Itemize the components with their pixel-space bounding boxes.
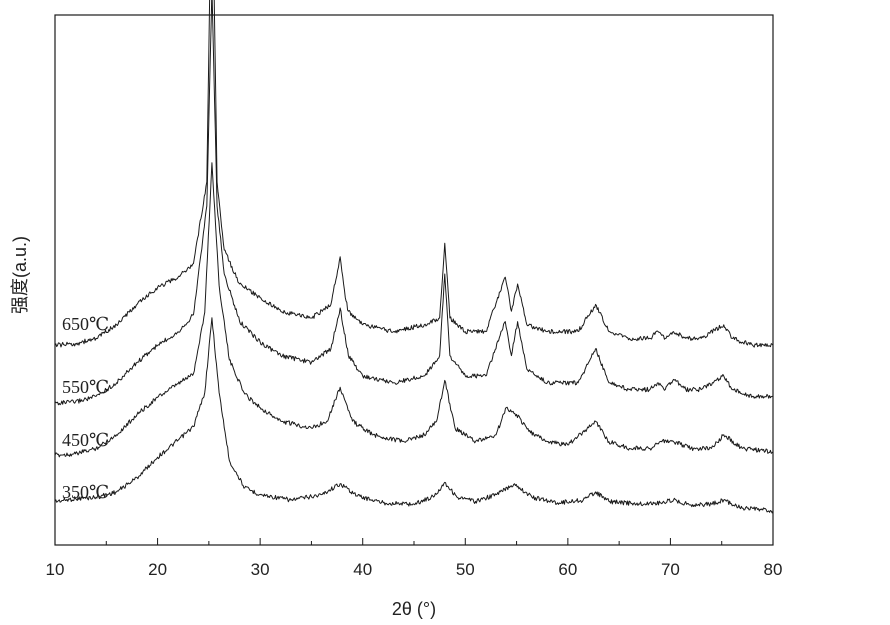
series-labels: 350℃ 450℃ 550℃ 650℃	[62, 314, 109, 502]
x-tick-label: 50	[456, 560, 475, 579]
x-tick-label: 80	[764, 560, 783, 579]
x-tick-label: 10	[46, 560, 65, 579]
y-axis-title: 强度(a.u.)	[10, 236, 30, 314]
series-line-550℃	[54, 0, 774, 406]
series-traces	[54, 0, 774, 514]
plot-frame	[54, 14, 774, 546]
series-label-550℃: 550℃	[62, 377, 109, 397]
x-tick-label: 20	[148, 560, 167, 579]
x-tick-label: 70	[661, 560, 680, 579]
series-line-650℃	[54, 0, 774, 348]
x-axis-ticks: 10 20 30 40 50 60 70 80	[46, 538, 783, 579]
x-tick-label: 60	[558, 560, 577, 579]
series-label-450℃: 450℃	[62, 430, 109, 450]
x-tick-label: 30	[251, 560, 270, 579]
x-tick-label: 40	[353, 560, 372, 579]
series-label-350℃: 350℃	[62, 482, 109, 502]
series-line-350℃	[54, 317, 774, 514]
series-line-450℃	[54, 162, 774, 458]
x-axis-title: 2θ (°)	[392, 599, 436, 619]
series-label-650℃: 650℃	[62, 314, 109, 334]
